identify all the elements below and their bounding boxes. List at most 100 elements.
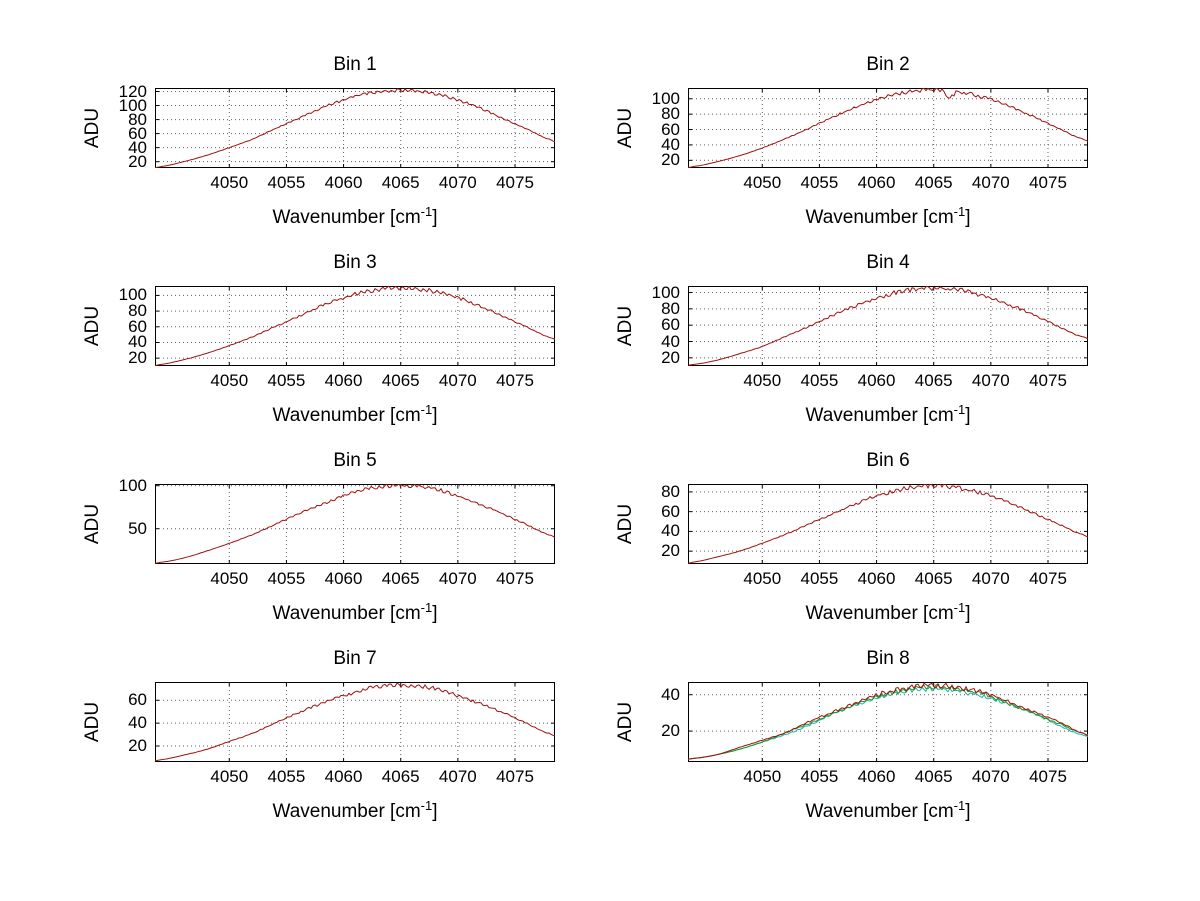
x-tick-label: 4055 — [267, 767, 306, 786]
x-axis-label-text: Wavenumber [cm — [272, 801, 421, 822]
x-tick-label: 4075 — [496, 767, 534, 786]
x-tick-label: 4070 — [438, 371, 477, 390]
x-tick-label: 4060 — [857, 569, 896, 588]
x-tick-label: 4065 — [381, 767, 420, 786]
x-axis-label-end: ] — [432, 207, 438, 228]
y-tick-label: 100 — [651, 88, 680, 108]
plot-title: Bin 4 — [866, 252, 910, 273]
x-tick-label: 4075 — [1029, 371, 1067, 390]
x-axis-label: Wavenumber [cm-1] — [155, 798, 555, 823]
x-tick-label: 4060 — [857, 767, 896, 786]
x-tick-label: 4065 — [914, 173, 953, 192]
x-axis-label-superscript: -1 — [420, 600, 433, 615]
x-tick-label: 4070 — [971, 767, 1010, 786]
x-axis-label-end: ] — [965, 207, 971, 228]
x-tick-label: 4055 — [800, 569, 839, 588]
subplot-bin-6: Bin 6 ADU 20 40 60 80 4050 4055 4060 4065 4070 4… — [615, 450, 1088, 624]
x-tick-label: 4065 — [381, 173, 420, 192]
x-tick-label: 4055 — [800, 371, 839, 390]
subplot-bin-1: Bin 1 ADU 20 40 60 80 100 120 4050 4055 4060 406… — [82, 54, 555, 228]
y-tick-label: 40 — [128, 137, 147, 157]
x-tick-label: 4075 — [1029, 569, 1067, 588]
subplot-bin-2: Bin 2 ADU 20 40 60 80 100 4050 4055 4060 4065 40… — [615, 54, 1088, 228]
plot-title: Bin 5 — [333, 450, 377, 471]
x-tick-label: 4060 — [324, 569, 363, 588]
y-tick-label: 60 — [661, 501, 680, 521]
y-tick-label: 80 — [661, 481, 680, 501]
x-tick-label: 4050 — [743, 767, 782, 786]
x-tick-label: 4055 — [800, 767, 839, 786]
plot-title: Bin 3 — [333, 252, 377, 273]
x-tick-label: 4065 — [381, 569, 420, 588]
y-tick-label: 50 — [128, 518, 147, 538]
x-tick-label: 4050 — [743, 371, 782, 390]
y-tick-label: 20 — [661, 541, 680, 561]
x-tick-label: 4055 — [267, 371, 306, 390]
series-line-spectrum — [688, 88, 1088, 168]
x-axis-label-text: Wavenumber [cm — [272, 603, 421, 624]
x-axis-label-text: Wavenumber [cm — [805, 603, 954, 624]
x-tick-label: 4075 — [496, 173, 534, 192]
x-axis-label-text: Wavenumber [cm — [805, 207, 954, 228]
y-tick-label: 40 — [128, 332, 147, 352]
x-axis-label-superscript: -1 — [953, 600, 966, 615]
x-axis-label: Wavenumber [cm-1] — [688, 600, 1088, 625]
x-axis-label-end: ] — [965, 603, 971, 624]
x-tick-label: 4060 — [857, 173, 896, 192]
x-axis-label-end: ] — [432, 603, 438, 624]
x-axis-label: Wavenumber [cm-1] — [688, 204, 1088, 229]
plot-area — [688, 682, 1088, 762]
x-axis-label: Wavenumber [cm-1] — [155, 204, 555, 229]
subplot-bin-5: Bin 5 ADU 50 100 4050 4055 4060 4065 4070 4075… — [82, 450, 555, 624]
x-tick-label: 4055 — [800, 173, 839, 192]
y-tick-label: 20 — [661, 721, 680, 741]
y-tick-label: 20 — [661, 347, 680, 367]
y-tick-label: 60 — [128, 690, 147, 710]
y-tick-label: 40 — [661, 521, 680, 541]
x-tick-label: 4070 — [971, 371, 1010, 390]
x-axis-label-text: Wavenumber [cm — [272, 207, 421, 228]
y-tick-label: 80 — [661, 298, 680, 318]
x-tick-label: 4060 — [324, 173, 363, 192]
series-line-spectrum-cyan — [688, 686, 1088, 760]
x-tick-label: 4065 — [381, 371, 420, 390]
subplot-bin-8: Bin 8 ADU 20 40 4050 4055 4060 4065 4070 4075 … — [615, 648, 1088, 822]
y-tick-label: 20 — [128, 151, 147, 171]
x-axis-label-superscript: -1 — [953, 798, 966, 813]
x-axis-label-text: Wavenumber [cm — [805, 801, 954, 822]
y-tick-label: 100 — [651, 282, 680, 302]
x-tick-label: 4070 — [438, 569, 477, 588]
series-line-spectrum-green — [688, 684, 1088, 760]
series-line-spectrum — [155, 484, 555, 564]
x-tick-label: 4070 — [971, 173, 1010, 192]
subplot-bin-7: Bin 7 ADU 20 40 60 4050 4055 4060 4065 4070 407… — [82, 648, 555, 822]
y-tick-label: 80 — [661, 104, 680, 124]
plot-area — [688, 484, 1088, 564]
series-line-spectrum — [688, 484, 1088, 564]
x-tick-label: 4050 — [743, 173, 782, 192]
series-line-spectrum — [155, 682, 555, 762]
y-tick-label: 40 — [661, 134, 680, 154]
x-axis-label-superscript: -1 — [953, 402, 966, 417]
x-tick-label: 4050 — [210, 371, 249, 390]
x-axis-label-superscript: -1 — [420, 402, 433, 417]
y-tick-label: 40 — [661, 684, 680, 704]
series-line-spectrum-red — [688, 682, 1088, 760]
plot-title: Bin 7 — [333, 648, 377, 669]
x-tick-label: 4065 — [914, 767, 953, 786]
x-axis-label-end: ] — [432, 801, 438, 822]
plot-title: Bin 1 — [333, 54, 377, 75]
y-tick-label: 60 — [661, 315, 680, 335]
x-tick-label: 4070 — [438, 767, 477, 786]
subplot-bin-4: Bin 4 ADU 20 40 60 80 100 4050 4055 4060 4065 40… — [615, 252, 1088, 426]
y-tick-label: 20 — [661, 150, 680, 170]
x-tick-label: 4060 — [324, 767, 363, 786]
x-axis-label-superscript: -1 — [953, 204, 966, 219]
x-tick-label: 4075 — [1029, 767, 1067, 786]
series-line-spectrum — [155, 286, 555, 366]
plot-area — [155, 286, 555, 366]
x-axis-label-end: ] — [965, 405, 971, 426]
series-line-spectrum — [688, 286, 1088, 366]
x-axis-label-end: ] — [432, 405, 438, 426]
